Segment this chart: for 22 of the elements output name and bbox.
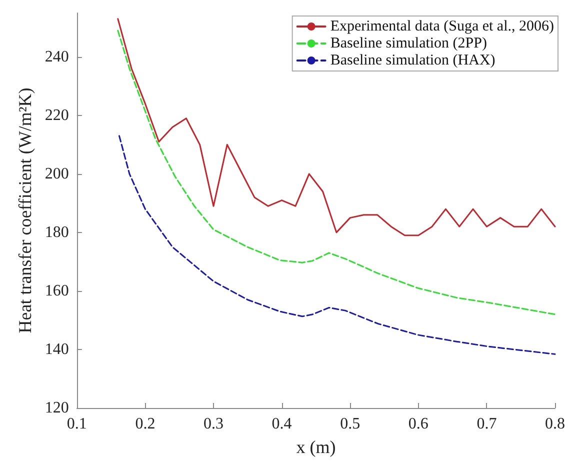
x-tick-label: 0.5 — [340, 416, 360, 432]
y-tick-label: 200 — [44, 165, 69, 182]
x-tick-label: 0.3 — [204, 416, 224, 432]
y-tick-label: 240 — [44, 48, 69, 66]
x-tick-label: 0.6 — [408, 416, 428, 432]
y-tick-label: 140 — [44, 340, 69, 358]
line-series — [117, 18, 556, 236]
legend-label: Experimental data (Suga et al., 2006) — [330, 18, 554, 34]
y-tick-label: 180 — [44, 224, 69, 241]
line-series — [118, 135, 556, 355]
y-tick-label: 160 — [44, 282, 69, 300]
y-tick-label: 120 — [44, 400, 69, 416]
y-axis-title: Heat transfer coefficient (W/m²K) — [15, 88, 35, 334]
x-tick-label: 0.7 — [476, 416, 497, 432]
x-axis-title: x (m) — [296, 437, 336, 457]
legend-label: Baseline simulation (2PP) — [330, 36, 487, 52]
x-tick-label: 0.1 — [66, 416, 87, 432]
x-tick-label: 0.2 — [135, 416, 156, 432]
y-tick-label: 220 — [44, 106, 69, 124]
legend-label: Baseline simulation (HAX) — [330, 52, 496, 68]
x-tick-label: 0.4 — [272, 416, 292, 432]
x-tick-label: 0.8 — [545, 416, 565, 432]
